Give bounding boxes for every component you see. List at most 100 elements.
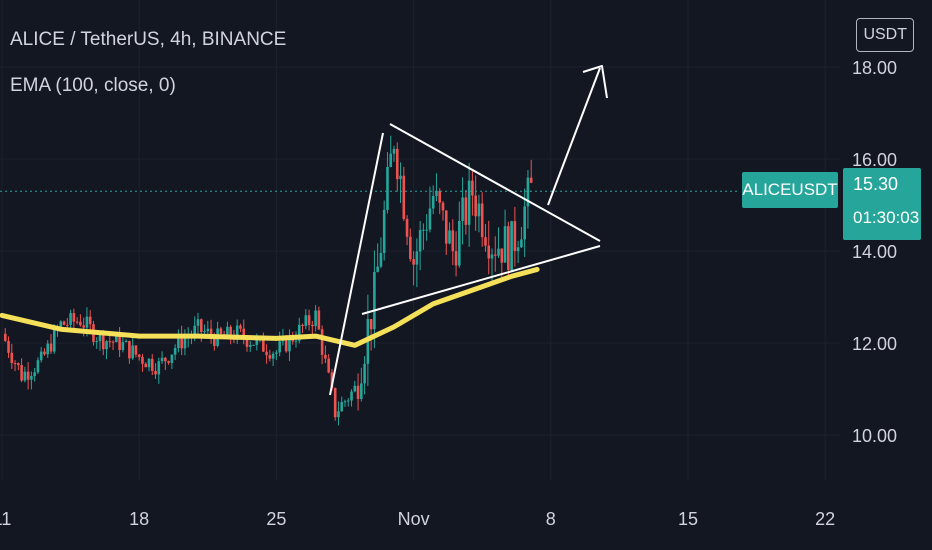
candle-up (448, 230, 451, 244)
candle-up (431, 195, 435, 209)
candle-down (75, 321, 79, 323)
candle-down (487, 245, 491, 259)
candle-down (150, 358, 154, 371)
candle-up (523, 206, 526, 240)
candle-down (268, 355, 272, 359)
x-tick-label: 15 (678, 509, 698, 529)
ema-line (0, 266, 540, 348)
candle-up (467, 180, 471, 225)
candle-down (311, 324, 314, 327)
candle-up (121, 342, 125, 350)
candle-up (52, 329, 56, 352)
candle-up (124, 340, 128, 343)
candle-up (363, 363, 366, 384)
candle-down (405, 218, 409, 237)
candle-up (343, 401, 347, 403)
candle-down (209, 328, 213, 337)
candle-up (526, 177, 530, 207)
candle-up (422, 229, 425, 231)
candle-down (20, 365, 23, 381)
candle-down (471, 180, 474, 196)
candle-up (360, 383, 363, 399)
candle-down (284, 337, 288, 352)
candle-up (39, 351, 43, 361)
candle-down (369, 319, 373, 330)
candle-up (105, 341, 108, 350)
candle-down (88, 316, 92, 325)
candle-down (464, 197, 468, 225)
candle-up (193, 325, 197, 336)
candle-down (301, 324, 304, 326)
candle-up (177, 334, 180, 349)
bar-countdown: 01:30:03 (853, 208, 920, 227)
breakout-arrow-head (582, 65, 608, 99)
candle-up (131, 345, 134, 359)
candle-down (317, 310, 321, 330)
candle-down (324, 354, 327, 359)
candle-up (157, 361, 161, 375)
candle-up (353, 385, 357, 392)
x-tick-label: 18 (129, 509, 149, 529)
last-price-value: 15.30 (853, 174, 899, 194)
candle-down (82, 325, 85, 328)
candle-down (307, 315, 311, 325)
candle-down (66, 324, 69, 326)
candle-down (3, 333, 7, 341)
candle-down (444, 210, 448, 244)
axis-labels: 10.00 12.00 14.00 16.00 18.00 11 18 25 Nov 8 15 22 (0, 58, 897, 529)
symbol-title[interactable]: ALICE / TetherUS, 4h, BINANCE (10, 29, 287, 50)
candle-up (206, 328, 210, 332)
y-tick-label: 18.00 (852, 58, 897, 78)
candle-down (333, 388, 337, 418)
candle-up (183, 338, 187, 349)
candle-down (167, 361, 170, 363)
candle-up (428, 208, 432, 230)
candle-up (382, 209, 386, 253)
candle-down (118, 334, 121, 350)
candle-down (480, 203, 484, 238)
candle-up (379, 252, 383, 267)
candle-up (386, 166, 389, 210)
candle-down (43, 351, 46, 355)
candle-up (418, 230, 422, 252)
x-tick-label: Nov (398, 509, 430, 529)
last-price-tag: 15.30 01:30:03 (843, 168, 921, 240)
candle-up (294, 340, 298, 342)
indicator-legend[interactable]: EMA (100, close, 0) (10, 75, 176, 96)
candle-up (461, 197, 464, 221)
candle-up (255, 338, 259, 345)
candle-up (36, 360, 40, 373)
candle-up (350, 391, 353, 401)
candle-down (144, 363, 148, 368)
candle-down (79, 321, 82, 326)
candle-up (23, 371, 27, 381)
candle-down (484, 237, 487, 246)
candle-down (500, 248, 504, 263)
candle-up (503, 226, 507, 263)
candle-down (474, 195, 477, 217)
candle-down (262, 336, 265, 352)
candle-up (85, 316, 89, 328)
candle-down (245, 338, 249, 347)
y-tick-label: 16.00 (852, 150, 897, 170)
candle-up (69, 313, 72, 325)
candle-up (278, 341, 281, 353)
candle-up (173, 348, 177, 355)
candle-up (425, 229, 428, 231)
candle-down (412, 259, 415, 265)
candle-down (108, 341, 112, 343)
candle-down (330, 372, 334, 389)
candle-down (409, 236, 412, 260)
candle-up (59, 321, 63, 329)
currency-button[interactable]: USDT (856, 18, 914, 52)
candle-up (346, 400, 350, 402)
candles (3, 135, 533, 426)
candle-down (101, 333, 105, 350)
candle-up (314, 310, 317, 327)
x-tick-label: 22 (815, 509, 835, 529)
candle-up (160, 357, 164, 362)
candle-up (415, 251, 419, 265)
candle-down (493, 254, 497, 256)
